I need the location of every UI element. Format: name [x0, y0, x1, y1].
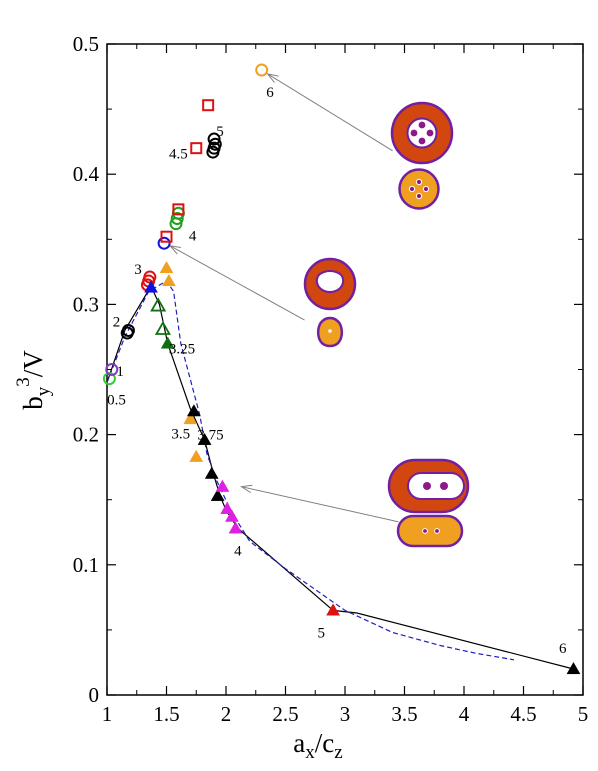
data-point-circle	[105, 363, 119, 376]
data-point-circle	[208, 137, 222, 151]
data-point-triangle	[159, 260, 174, 274]
plot-frame	[106, 43, 584, 696]
x-tick-label: 2.5	[272, 702, 298, 726]
data-point-triangle	[225, 509, 239, 522]
arrows	[168, 73, 399, 523]
data-point-triangle	[144, 280, 158, 293]
data-point-circle	[255, 63, 269, 77]
x-tick-label: 2	[221, 702, 232, 726]
annotations: 0.5 1 2 3 3.25 3.5 3.75 4 4 4.5 5 5 6 6	[107, 85, 567, 657]
blob-inset-four-holes	[390, 101, 454, 210]
y-axis-title: by3/V	[13, 350, 54, 410]
y-tick-label: 0.1	[73, 553, 99, 577]
data-point-square	[202, 99, 215, 112]
x-axis-title: ax/cz	[293, 728, 342, 763]
y-tick-label: 0.4	[73, 162, 100, 186]
axis-ticks: 1 1.5 2 2.5 3 3.5 4 4.5 5 0 0.1 0.2 0.3 0.4 0.5	[73, 32, 589, 726]
blob-inset-torus	[303, 257, 357, 348]
data-point-square	[160, 230, 173, 243]
data-label: 4	[234, 543, 242, 559]
data-point-triangle	[566, 661, 581, 675]
data-label: 5	[216, 124, 224, 140]
y-tick-label: 0.5	[73, 32, 99, 56]
data-points	[102, 63, 581, 675]
arrow-head	[266, 73, 279, 83]
data-point-triangle	[210, 488, 225, 501]
data-point-circle	[157, 236, 171, 250]
data-point-triangle	[326, 603, 341, 616]
x-tick-label: 4	[459, 702, 470, 726]
arrow-head	[168, 245, 182, 255]
x-tick-label: 1	[102, 702, 113, 726]
data-point-triangle	[160, 336, 175, 349]
data-point-triangle	[220, 501, 235, 514]
data-point-triangle	[154, 320, 171, 335]
x-tick-label: 4.5	[510, 702, 536, 726]
arrow-line	[169, 245, 305, 321]
data-point-circle	[102, 372, 116, 386]
data-point-square	[172, 203, 185, 216]
data-label: 3.5	[171, 426, 190, 442]
data-point-circle	[121, 323, 135, 337]
data-point-triangle	[189, 449, 204, 462]
data-label: 4.5	[169, 146, 188, 162]
y-tick-label: 0.3	[73, 292, 99, 316]
arrow-head	[240, 484, 253, 494]
x-tick-label: 3.5	[391, 702, 417, 726]
data-label: 5	[317, 626, 325, 642]
data-point-triangle	[161, 273, 176, 287]
dashed-line	[106, 280, 515, 661]
data-point-square	[190, 142, 203, 155]
arrow-line	[267, 73, 393, 152]
x-tick-label: 3	[340, 702, 351, 726]
data-label: 3	[134, 262, 142, 278]
data-label: 3.75	[197, 428, 223, 444]
data-point-circle	[207, 132, 221, 146]
data-label: 4	[189, 228, 197, 244]
y-tick-label: 0	[89, 683, 100, 707]
data-label: 0.5	[107, 392, 126, 408]
data-point-triangle	[150, 297, 167, 312]
data-label: 1	[116, 364, 124, 380]
y-tick-label: 0.2	[73, 423, 99, 447]
blob-inset-two-holes	[387, 458, 470, 548]
x-tick-label: 5	[578, 702, 589, 726]
data-point-circle	[170, 211, 184, 225]
data-point-triangle	[204, 466, 219, 479]
data-label: 3.25	[169, 342, 195, 358]
data-point-triangle	[228, 521, 243, 534]
data-point-triangle	[197, 432, 212, 445]
data-point-triangle	[215, 479, 230, 492]
data-label: 2	[113, 314, 121, 330]
arrow-line	[241, 486, 399, 523]
x-tick-label: 1.5	[153, 702, 179, 726]
data-point-triangle	[186, 404, 201, 417]
data-point-triangle	[183, 411, 198, 425]
data-label: 6	[559, 641, 567, 657]
data-label: 6	[266, 85, 274, 101]
